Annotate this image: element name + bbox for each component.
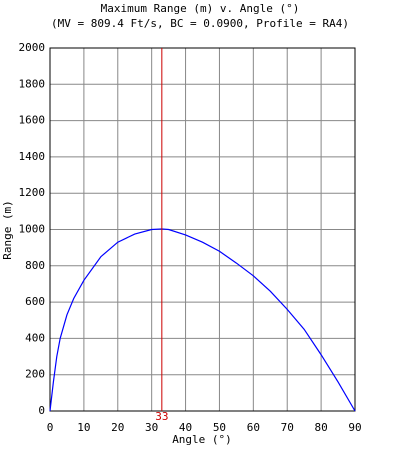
- chart-title: Maximum Range (m) v. Angle (°): [101, 2, 300, 15]
- x-tick-label: 60: [247, 421, 260, 434]
- y-tick-label: 1600: [19, 114, 46, 127]
- y-tick-label: 800: [25, 259, 45, 272]
- y-tick-label: 2000: [19, 41, 46, 54]
- y-tick-label: 1200: [19, 186, 46, 199]
- x-tick-label: 90: [348, 421, 361, 434]
- x-tick-label: 80: [314, 421, 327, 434]
- x-tick-label: 40: [179, 421, 192, 434]
- x-axis-label: Angle (°): [172, 433, 232, 446]
- y-tick-label: 1000: [19, 223, 46, 236]
- x-tick-label: 50: [213, 421, 226, 434]
- y-tick-label: 1800: [19, 77, 46, 90]
- y-tick-label: 1400: [19, 150, 46, 163]
- x-tick-label: 20: [111, 421, 124, 434]
- plot-frame: [49, 47, 356, 412]
- y-tick-label: 200: [25, 368, 45, 381]
- x-tick-label: 30: [145, 421, 158, 434]
- y-axis-label: Range (m): [1, 200, 14, 260]
- y-tick-label: 0: [38, 404, 45, 417]
- y-tick-label: 400: [25, 331, 45, 344]
- max-angle-label: 33: [155, 410, 168, 423]
- x-tick-label: 70: [281, 421, 294, 434]
- chart-subtitle: (MV = 809.4 Ft/s, BC = 0.0900, Profile =…: [51, 17, 349, 30]
- x-tick-label: 0: [47, 421, 54, 434]
- x-tick-label: 10: [77, 421, 90, 434]
- range-curve: [49, 228, 356, 412]
- y-tick-label: 600: [25, 295, 45, 308]
